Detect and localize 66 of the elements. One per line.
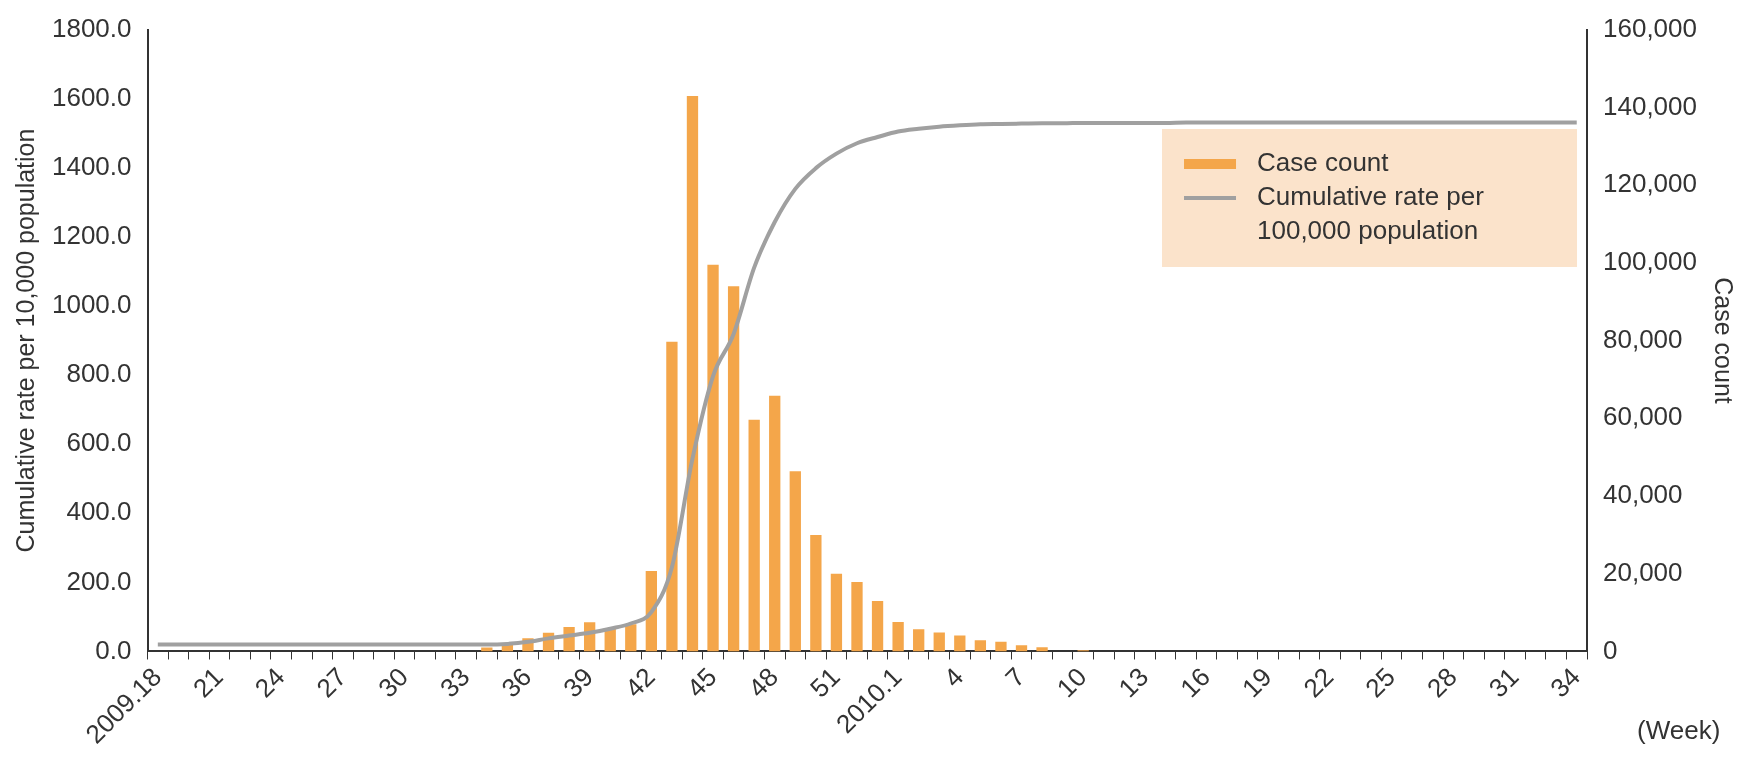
bar [625,624,637,652]
x-tick-label: 10 [1050,661,1093,704]
y-tick-label: 1200.0 [51,220,132,251]
x-tick-label: 48 [742,661,785,704]
y2-tick-label: 160,000 [1603,12,1697,43]
y2-tick-label: 40,000 [1603,479,1683,510]
y-tick-label: 400.0 [66,496,132,527]
y-tick-label: 0.0 [95,634,132,665]
bar [1015,645,1028,652]
bar [810,534,822,652]
bar [686,96,699,652]
bar [851,581,863,652]
x-tick-label: 21 [187,661,229,704]
x-tick-label: 36 [495,661,538,704]
x-tick-label: 25 [1359,661,1401,704]
y2-tick-label: 80,000 [1603,323,1683,354]
y-tick-label: 1000.0 [51,289,132,320]
legend-label: Case count [1257,147,1390,178]
x-tick-label: 31 [1482,661,1525,704]
y2-tick-label: 100,000 [1603,245,1697,276]
bar [789,471,801,652]
y-tick-label: 1600.0 [51,81,132,112]
y2-axis-title: Case count [1710,277,1739,404]
y-tick-label: 200.0 [66,565,132,596]
bar [666,341,678,652]
x-tick-label: 13 [1112,661,1155,704]
bar [913,629,925,652]
x-tick-label: 34 [1544,661,1587,704]
bar [974,640,987,652]
x-tick-label: 4 [937,661,970,694]
x-tick-label: 27 [310,661,353,704]
x-tick-label: 19 [1235,661,1278,704]
bar [748,419,760,652]
y2-tick-label: 20,000 [1603,556,1683,587]
y-tick-label: 800.0 [66,358,132,389]
x-tick-label: 33 [433,661,476,704]
bar [954,635,966,652]
x-tick-label: 45 [680,661,723,704]
line-series [155,120,1579,647]
y-tick-label: 1800.0 [51,12,132,43]
x-tick-label: 30 [372,661,414,704]
bar [769,395,781,652]
bar [933,632,945,652]
y-tick-label: 1400.0 [51,150,132,181]
bar [995,641,1007,652]
y2-tick-label: 120,000 [1603,168,1697,199]
bar [707,264,719,652]
y2-tick-label: 140,000 [1603,90,1697,121]
y-axis-title: Cumulative rate per 10,000 population [10,128,39,553]
y2-tick-label: 60,000 [1603,401,1683,432]
y-tick-label: 600.0 [66,427,132,458]
x-tick-label: 39 [557,661,599,704]
x-tick-label: 42 [619,661,661,704]
x-tick-label: 24 [248,661,291,704]
bar [1036,647,1048,652]
x-tick-label: 28 [1421,661,1463,704]
bar [892,621,904,652]
x-tick-label: 7 [999,661,1031,694]
text: (Week) [1637,714,1721,745]
bar [830,573,843,652]
bar [871,600,884,652]
y2-tick-label: 0 [1603,634,1618,665]
bar [727,286,740,652]
x-tick-label: 22 [1297,661,1340,704]
x-tick-label: 16 [1174,661,1216,704]
legend-label: Cumulative rate per 100,000 population [1257,181,1485,246]
